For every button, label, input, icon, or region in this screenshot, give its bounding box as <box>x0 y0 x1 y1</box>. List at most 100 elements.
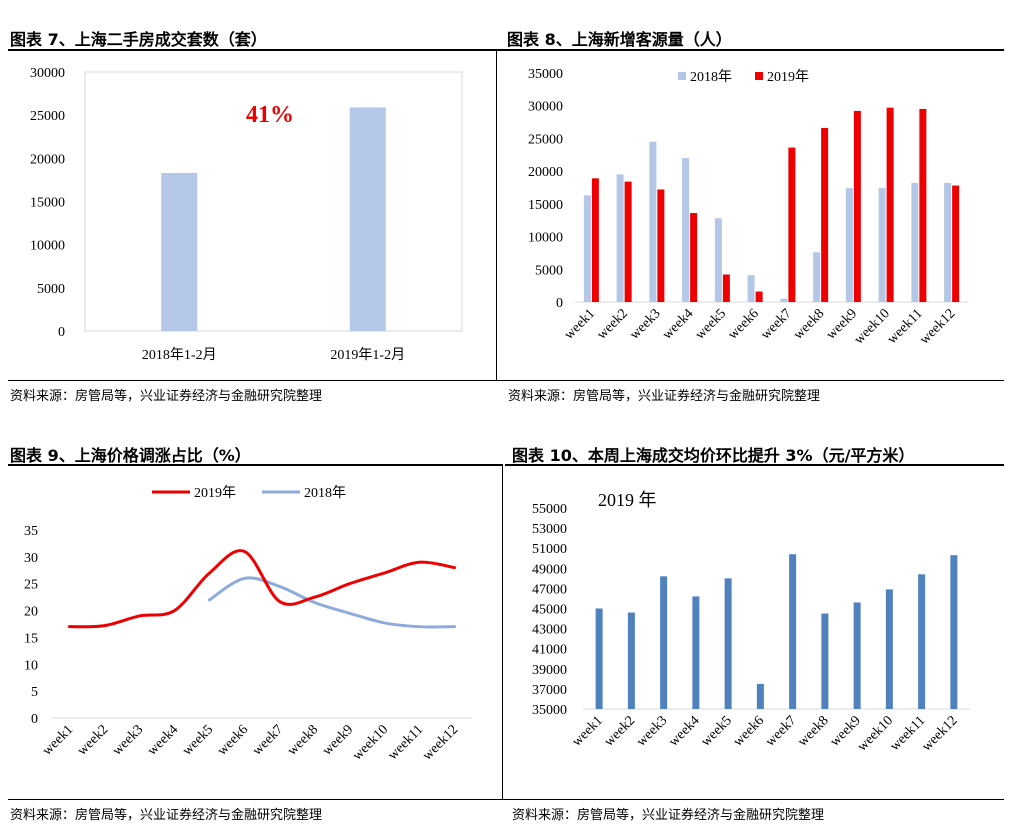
chart8-bar-s2018 <box>878 188 886 302</box>
chart7-ytick-label: 5000 <box>37 282 65 297</box>
chart7-bar <box>349 107 386 331</box>
chart10-bar <box>950 555 958 709</box>
chart8-bar-s2019 <box>853 110 861 302</box>
chart8-bar-s2018 <box>911 182 919 302</box>
chart9-xtick-label: week3 <box>110 722 146 758</box>
chart9-ytick-label: 30 <box>24 551 38 566</box>
chart9-ytick-label: 35 <box>24 524 38 539</box>
chart8-ytick-label: 15000 <box>528 198 563 213</box>
chart7-ytick-label: 10000 <box>30 239 65 254</box>
chart8-xtick-label: week11 <box>885 306 926 347</box>
chart10-xtick-label: week10 <box>855 713 896 754</box>
chart8-bar-s2018 <box>845 188 853 302</box>
chart8-bar-s2019 <box>591 178 599 302</box>
chart9-xtick-label: week11 <box>385 722 426 763</box>
chart10-bar <box>627 612 635 709</box>
chart9-line-s2018 <box>208 576 456 629</box>
chart10-xtick-label: week6 <box>731 713 767 749</box>
chart9-xtick-label: week4 <box>145 722 181 758</box>
chart9-ytick-label: 5 <box>31 685 38 700</box>
chart9-xtick-label: week2 <box>75 722 111 758</box>
chart10-xtick-label: week5 <box>699 713 735 749</box>
chart10-bar <box>853 602 861 709</box>
chart9-title: 图表 9、上海价格调涨占比（%） <box>10 446 251 465</box>
chart8-ytick-label: 25000 <box>528 132 563 147</box>
chart8-plot: 0 5000 10000 15000 20000 25000 30000 35000 week1… <box>528 67 968 348</box>
chart10-xtick-label: week12 <box>919 713 960 754</box>
chart7-title-rule <box>8 49 500 51</box>
chart10-xtick-label: week7 <box>763 713 799 749</box>
chart10-ytick-label: 41000 <box>532 643 567 658</box>
chart10-ytick-label: 53000 <box>532 522 567 537</box>
chart8-xtick-label: week6 <box>726 306 762 342</box>
chart7-ytick-label: 0 <box>58 325 65 340</box>
chart9-legend-label: 2019年 <box>194 485 236 501</box>
chart8-frame-left <box>496 50 497 381</box>
chart10-xtick-label: week8 <box>795 713 831 749</box>
chart10-bar <box>692 596 700 709</box>
chart10-ytick-label: 49000 <box>532 562 567 577</box>
chart8-bar-s2018 <box>583 195 591 302</box>
chart8-xtick-label: week4 <box>660 306 696 342</box>
chart10-ytick-label: 39000 <box>532 663 567 678</box>
chart9-source: 资料来源：房管局等，兴业证券经济与金融研究院整理 <box>10 808 323 823</box>
chart7-growth-annotation: 41% <box>246 102 294 128</box>
chart7-ytick-label: 20000 <box>30 152 65 167</box>
chart10-ytick-label: 47000 <box>532 582 567 597</box>
chart9-ytick-label: 25 <box>24 578 38 593</box>
chart8-bar-s2019 <box>886 107 894 302</box>
chart8-ytick-label: 0 <box>556 296 563 311</box>
chart8-ytick-label: 10000 <box>528 231 563 246</box>
chart8-bar-s2018 <box>682 158 690 302</box>
chart8-legend-label: 2018年 <box>690 69 732 85</box>
chart9-bottom-rule <box>8 799 503 800</box>
chart8-bar-s2019 <box>952 185 960 302</box>
chart8-ytick-label: 5000 <box>535 263 563 278</box>
chart8-bar-s2019 <box>624 181 632 302</box>
chart8-xtick-label: week12 <box>917 306 958 347</box>
chart8-bar-s2018 <box>813 252 821 302</box>
chart8-legend-label: 2019年 <box>767 69 809 85</box>
chart8-bar-s2019 <box>788 147 796 302</box>
chart7-ytick-label: 15000 <box>30 196 65 211</box>
chart8-legend-swatch <box>678 72 686 80</box>
chart8-xtick-label: week3 <box>627 306 663 342</box>
chart8-xtick-label: week8 <box>791 306 827 342</box>
chart7-xtick-label: 2018年1-2月 <box>142 347 217 363</box>
chart10-ytick-label: 37000 <box>532 683 567 698</box>
chart8-xtick-label: week5 <box>693 306 729 342</box>
chart7-ytick-label: 25000 <box>30 109 65 124</box>
chart9-xtick-label: week8 <box>285 722 321 758</box>
chart10-bar <box>885 589 893 709</box>
chart10-ytick-label: 45000 <box>532 603 567 618</box>
chart8-xtick-label: week2 <box>595 306 631 342</box>
chart10-bar <box>595 608 603 709</box>
chart10-bar <box>724 578 732 709</box>
chart8-bar-s2019 <box>690 213 698 302</box>
chart9-legend-label: 2018年 <box>304 485 346 501</box>
chart10-source: 资料来源：房管局等，兴业证券经济与金融研究院整理 <box>512 808 825 823</box>
chart9-ytick-label: 0 <box>31 712 38 727</box>
chart8-source: 资料来源：房管局等，兴业证券经济与金融研究院整理 <box>508 389 821 404</box>
chart8-xtick-label: week10 <box>852 306 893 347</box>
chart9-xtick-label: week6 <box>215 722 251 758</box>
chart10-ytick-label: 35000 <box>532 703 567 718</box>
chart8-bar-s2019 <box>722 274 730 302</box>
chart10-ytick-label: 51000 <box>532 542 567 557</box>
chart7-bottom-rule <box>8 380 500 381</box>
chart8-bar-s2018 <box>747 275 755 302</box>
chart10-bar <box>821 613 829 709</box>
chart7-title: 图表 7、上海二手房成交套数（套） <box>10 30 267 49</box>
chart9-ytick-label: 15 <box>24 631 38 646</box>
chart10-plot: 35000 37000 39000 41000 43000 45000 47000 49000… <box>532 490 970 755</box>
chart8-title-rule <box>500 49 1004 51</box>
chart10-ytick-label: 55000 <box>532 502 567 517</box>
chart10-title: 图表 10、本周上海成交均价环比提升 3%（元/平方米） <box>512 446 915 465</box>
chart9-line-s2019 <box>68 549 456 629</box>
chart8-ytick-label: 35000 <box>528 67 563 82</box>
chart9-xtick-label: week12 <box>420 722 461 763</box>
chart8-ytick-label: 30000 <box>528 100 563 115</box>
chart8-bar-s2019 <box>821 127 829 303</box>
chart7-xtick-label: 2019年1-2月 <box>330 347 405 363</box>
chart10-bottom-rule <box>502 799 1004 800</box>
